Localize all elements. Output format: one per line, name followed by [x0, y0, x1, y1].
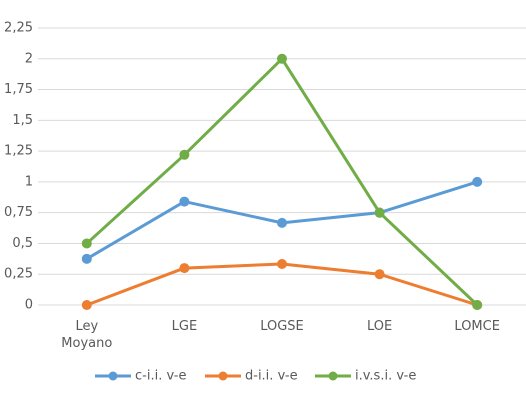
point [374, 269, 385, 280]
y-tick-label: 0 [25, 298, 33, 313]
legend-marker [218, 371, 228, 381]
y-tick-label: 2 [25, 51, 33, 66]
point [472, 176, 483, 187]
point [179, 263, 190, 274]
legend-label: i.v.s.i. v-e [355, 369, 416, 384]
y-tick-label: 1,25 [4, 144, 33, 159]
point [277, 259, 287, 270]
y-tick-label: 2,25 [4, 21, 33, 36]
legend-marker [108, 371, 118, 381]
point [277, 53, 287, 64]
x-tick-label: LGE [171, 319, 198, 334]
y-tick-label: 1,75 [4, 82, 33, 97]
y-tick-label: 1,5 [12, 113, 33, 128]
y-tick-label: 1 [25, 174, 33, 189]
point [81, 253, 92, 264]
point [179, 149, 190, 160]
y-tick-label: 0,25 [4, 267, 33, 282]
point [374, 207, 385, 218]
point [81, 238, 92, 249]
point [277, 217, 287, 228]
legend-label: c-i.i. v-e [135, 369, 187, 384]
y-tick-label: 0,5 [12, 236, 33, 251]
x-tick-label: LOGSE [260, 319, 304, 334]
series-line [86, 262, 478, 307]
x-tick-label: Ley Moyano [61, 319, 113, 351]
x-tick-label: LOE [366, 319, 393, 334]
y-tick-label: 0,75 [4, 205, 33, 220]
point [179, 196, 190, 207]
legend-label: d-i.i. v-e [245, 369, 298, 384]
point [81, 300, 92, 310]
point [472, 300, 483, 310]
x-tick-label: LOMCE [454, 319, 500, 334]
legend-marker [328, 371, 338, 381]
